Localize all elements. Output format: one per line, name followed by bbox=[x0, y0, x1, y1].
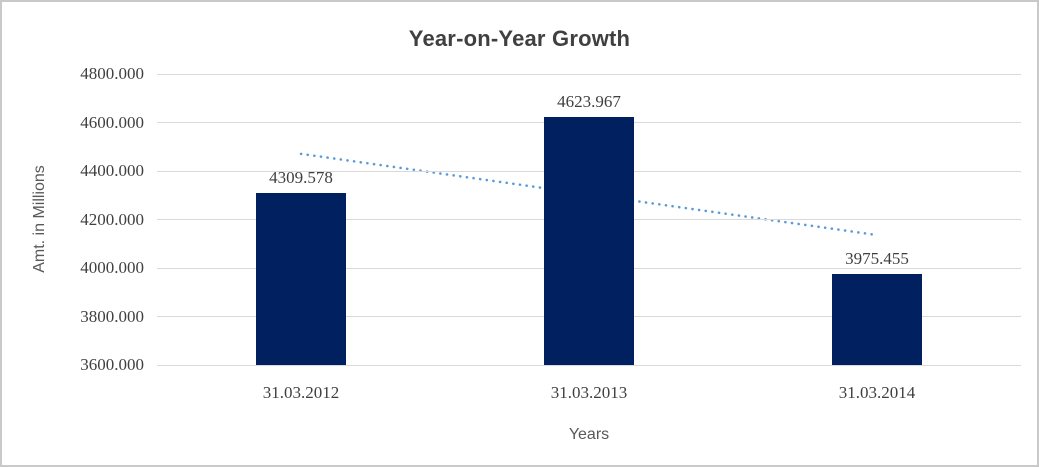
x-axis-title: Years bbox=[568, 426, 610, 443]
gridline bbox=[157, 364, 1021, 366]
x-tick-label: 31.03.2013 bbox=[550, 383, 628, 402]
gridline bbox=[157, 73, 1021, 75]
bar-31.03.2014[interactable] bbox=[832, 273, 922, 365]
y-tick-label: 4600.000 bbox=[80, 112, 144, 132]
y-tick-label: 4800.000 bbox=[80, 64, 144, 83]
x-tick-label: 31.03.2014 bbox=[838, 383, 916, 402]
bar-data-label: 4309.578 bbox=[269, 167, 333, 187]
bar-data-label: 3975.455 bbox=[845, 248, 909, 268]
y-tick-label: 4200.000 bbox=[80, 209, 144, 229]
y-tick-label: 3600.000 bbox=[80, 355, 144, 374]
x-tick-label: 31.03.2012 bbox=[262, 383, 340, 402]
y-tick-label: 4400.000 bbox=[80, 161, 144, 180]
bar-31.03.2012[interactable] bbox=[256, 192, 346, 365]
y-tick-label: 3800.000 bbox=[80, 306, 144, 326]
bar-data-label: 4623.967 bbox=[557, 91, 621, 111]
y-tick-label: 4000.000 bbox=[80, 258, 144, 277]
chart-title: Year-on-Year Growth bbox=[408, 26, 631, 51]
bar-31.03.2013[interactable] bbox=[544, 116, 634, 365]
